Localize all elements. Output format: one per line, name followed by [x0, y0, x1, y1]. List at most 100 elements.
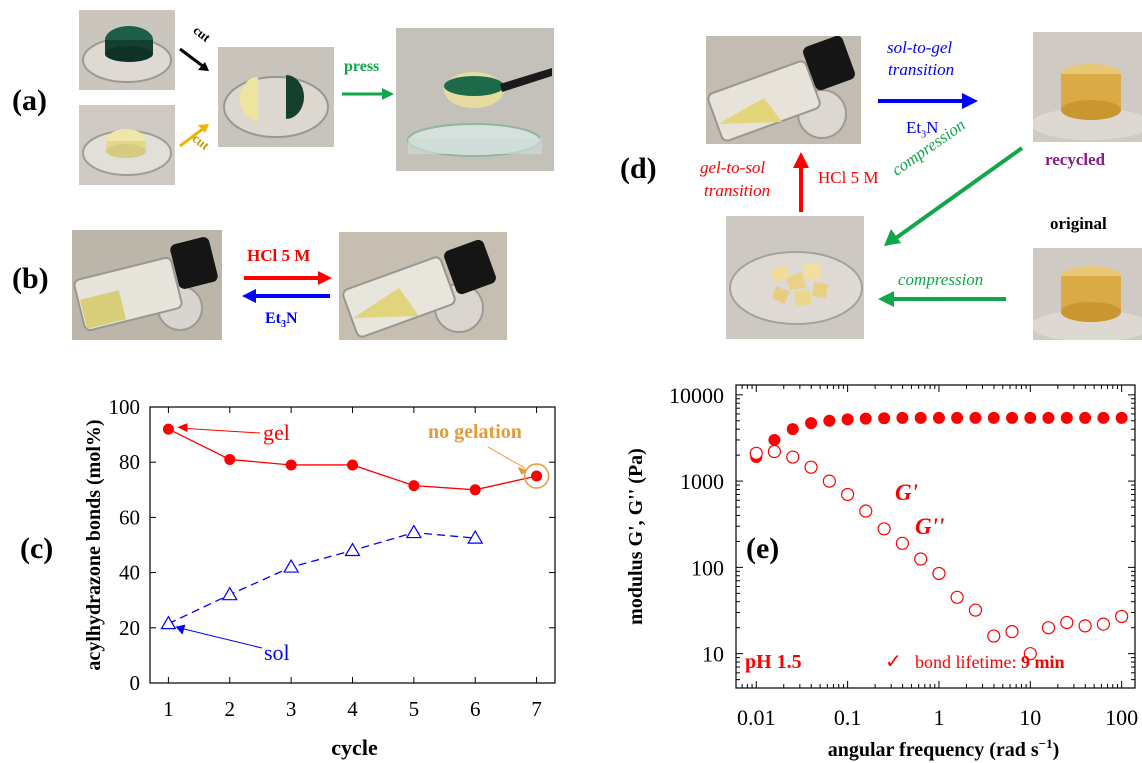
- point-g-prime: [951, 411, 964, 424]
- arrow-compression-bottom: [878, 291, 1006, 307]
- photo-dish-yellow-gel: [79, 105, 175, 185]
- x-tick-label-e: 10: [1019, 705, 1041, 730]
- point-g-prime: [1006, 411, 1019, 424]
- point-sol: [344, 542, 361, 557]
- x-axis-title-e: angular frequency (rad s−1): [828, 736, 1060, 761]
- y-tick-label-e: 10: [702, 642, 724, 667]
- x-tick-label-c: 2: [225, 697, 236, 721]
- annotation-gel-arrowhead: [177, 423, 188, 433]
- check-icon: ✓: [885, 651, 902, 673]
- annotation-sol-pointer: [178, 627, 263, 649]
- x-tick-label-c: 7: [531, 697, 542, 721]
- point-g-prime: [1079, 411, 1092, 424]
- y-tick-label-c: 100: [109, 395, 141, 419]
- photo-vial-sol-d: [706, 36, 861, 144]
- point-g-prime: [768, 433, 781, 446]
- point-g-double-prime: [895, 536, 910, 550]
- photo-vial-liquid: [72, 230, 222, 340]
- point-sol: [467, 529, 484, 544]
- annotation-g-prime: G': [895, 480, 918, 505]
- point-sol: [221, 586, 238, 601]
- point-g-prime: [805, 417, 818, 430]
- annotation-no-gelation-arrowhead: [517, 467, 528, 475]
- plot-frame-e: [735, 384, 1136, 689]
- arrows-reversible-b: [242, 271, 332, 303]
- point-g-double-prime: [1005, 625, 1019, 639]
- point-gel: [469, 484, 481, 496]
- point-g-double-prime: [822, 474, 836, 488]
- series-line-sol: [168, 531, 476, 625]
- point-g-prime: [1097, 411, 1110, 424]
- point-gel: [285, 459, 297, 471]
- y-tick-label-c: 40: [119, 561, 140, 585]
- y-axis-title-c: acylhydrazone bonds (mol%): [83, 419, 105, 670]
- y-tick-label-c: 20: [119, 616, 140, 640]
- x-tick-label-e: 1: [933, 705, 944, 730]
- chart-c: 0 20 40 60 80 100 1 2 3 4 5 6 7 cycle acylhydrazone bo…: [20, 395, 556, 760]
- point-gel: [162, 423, 174, 435]
- point-g-double-prime: [1041, 621, 1056, 635]
- point-g-double-prime: [1078, 619, 1092, 633]
- point-g-prime: [1042, 411, 1055, 424]
- sol-to-gel-label-2: transition: [888, 60, 955, 79]
- y-tick-label-c: 80: [119, 450, 140, 474]
- recycled-label: recycled: [1045, 150, 1106, 169]
- y-tick-label-e: 1000: [680, 469, 724, 494]
- point-g-double-prime: [950, 590, 964, 604]
- cut-top-label: cut: [190, 22, 214, 45]
- point-g-prime: [1024, 411, 1037, 424]
- x-tick-label-e: 100: [1105, 705, 1138, 730]
- gel-to-sol-label-2: transition: [704, 181, 771, 200]
- point-g-double-prime: [1096, 617, 1110, 631]
- point-g-prime: [896, 411, 909, 424]
- x-tick-label-c: 4: [347, 697, 358, 721]
- photo-gel-pieces: [726, 216, 864, 339]
- arrow-cut-bottom: [179, 124, 209, 148]
- annotation-gel: gel: [263, 420, 290, 445]
- panel-label-a: (a): [12, 84, 47, 117]
- annotation-g-double-prime: G'': [915, 514, 944, 539]
- point-g-double-prime: [841, 487, 855, 502]
- gel-to-sol-label-1: gel-to-sol: [700, 158, 766, 177]
- sol-to-gel-label-1: sol-to-gel: [887, 38, 953, 57]
- arrow-gel-to-sol: [793, 152, 809, 212]
- annotation-no-gelation-pointer: [487, 446, 525, 469]
- arrow-cut-top: [179, 47, 209, 71]
- point-g-double-prime: [767, 444, 782, 459]
- point-g-double-prime: [987, 629, 1001, 643]
- annotation-ph: pH 1.5: [745, 651, 802, 673]
- y-axis-title-e: modulus G', G'' (Pa): [625, 448, 647, 625]
- x-tick-label-e: 0.01: [737, 705, 776, 730]
- point-g-double-prime: [932, 566, 946, 581]
- point-g-double-prime: [786, 450, 800, 464]
- point-g-prime: [932, 411, 945, 424]
- photo-recycled-gel: [1033, 32, 1142, 142]
- point-g-double-prime: [804, 460, 818, 474]
- photo-vial-gel: [339, 232, 507, 340]
- et3n-label-d: Et3N: [906, 118, 939, 141]
- point-gel: [224, 453, 236, 465]
- point-g-double-prime: [914, 552, 928, 566]
- point-g-double-prime: [1023, 647, 1037, 661]
- x-tick-label-c: 1: [163, 697, 174, 721]
- point-sol: [160, 615, 177, 630]
- panel-label-c: (c): [20, 532, 53, 565]
- point-g-double-prime: [749, 446, 763, 460]
- point-g-prime: [859, 412, 872, 425]
- hcl-label-d: HCl 5 M: [818, 168, 879, 187]
- x-tick-label-c: 3: [286, 697, 297, 721]
- photo-pressed-gel: [396, 28, 554, 171]
- x-tick-label-c: 5: [409, 697, 420, 721]
- point-g-double-prime: [968, 603, 983, 617]
- annotation-no-gelation: no gelation: [428, 421, 522, 443]
- x-axis-title-c: cycle: [331, 735, 378, 760]
- point-sol: [405, 524, 422, 539]
- annotation-sol: sol: [264, 640, 290, 665]
- hcl-label-b: HCl 5 M: [247, 246, 311, 265]
- original-label: original: [1050, 214, 1107, 233]
- compression-bottom-label: compression: [898, 270, 984, 289]
- x-tick-label-c: 6: [470, 697, 481, 721]
- annotation-gel-pointer: [180, 427, 261, 434]
- chart-e: 0.01 0.1 1 10 100 10 100 1000 10000 angular frequ…: [625, 383, 1138, 761]
- et3n-label-b: Et3N: [265, 310, 298, 331]
